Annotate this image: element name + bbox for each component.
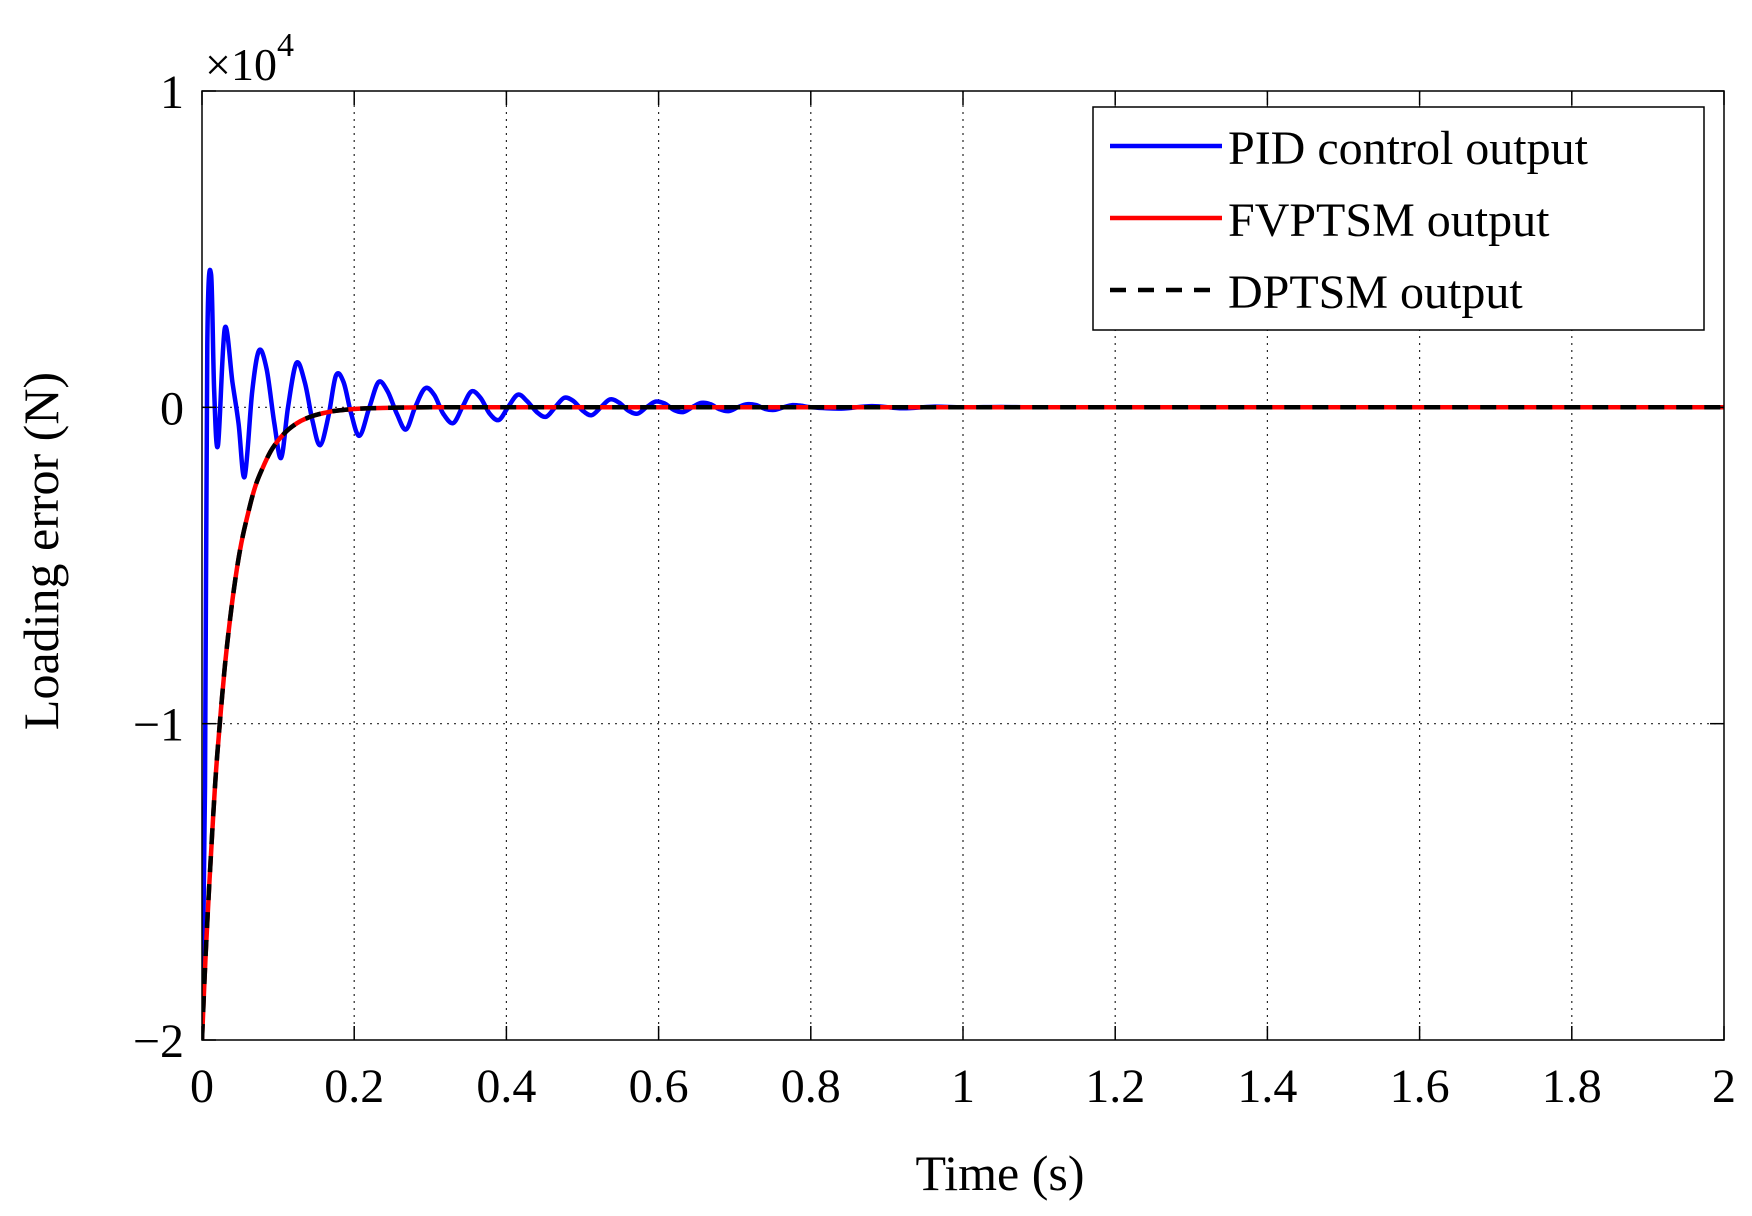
y-exponent-label: ×104 bbox=[205, 27, 294, 90]
y-tick-label: 0 bbox=[160, 382, 184, 435]
y-tick-label: 1 bbox=[160, 66, 184, 119]
x-tick-label: 1.8 bbox=[1542, 1060, 1602, 1113]
axis-ticks bbox=[201, 90, 1725, 1041]
x-tick-label: 0.4 bbox=[476, 1060, 536, 1113]
x-tick-labels: 0 0.2 0.4 0.6 0.8 1 1.2 1.4 1.6 1.8 2 bbox=[190, 1060, 1736, 1113]
x-tick-label: 1.2 bbox=[1085, 1060, 1145, 1113]
y-tick-labels: −2 −1 0 1 bbox=[133, 66, 184, 1068]
x-tick-label: 0.8 bbox=[781, 1060, 841, 1113]
x-tick-label: 0 bbox=[190, 1060, 214, 1113]
x-tick-label: 1.6 bbox=[1390, 1060, 1450, 1113]
y-tick-label: −2 bbox=[133, 1015, 184, 1068]
y-tick-label: −1 bbox=[133, 699, 184, 752]
legend: PID control output FVPTSM output DPTSM out… bbox=[1092, 106, 1705, 331]
x-axis-label: Time (s) bbox=[915, 1145, 1084, 1201]
legend-label: DPTSM output bbox=[1228, 266, 1523, 319]
series-line-dptsm-output bbox=[202, 405, 1724, 1040]
series-lines bbox=[202, 267, 1724, 1040]
x-tick-label: 1.4 bbox=[1237, 1060, 1297, 1113]
legend-label: FVPTSM output bbox=[1228, 194, 1550, 247]
x-tick-label: 0.6 bbox=[629, 1060, 689, 1113]
x-tick-label: 1 bbox=[951, 1060, 975, 1113]
x-tick-label: 0.2 bbox=[324, 1060, 384, 1113]
x-tick-label: 2 bbox=[1712, 1060, 1736, 1113]
legend-label: PID control output bbox=[1228, 122, 1589, 175]
y-axis-label: Loading error (N) bbox=[13, 372, 69, 730]
